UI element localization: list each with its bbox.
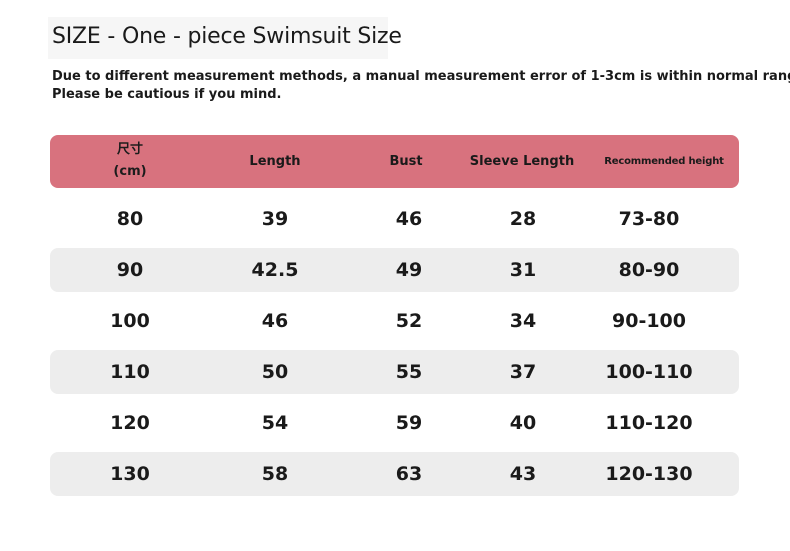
page-title: SIZE - One - piece Swimsuit Size	[52, 24, 402, 49]
cell-length: 58	[261, 463, 289, 485]
header-bust: Bust	[389, 154, 423, 169]
cell-recommended-height: 73-80	[618, 208, 680, 230]
cell-length: 50	[261, 361, 289, 383]
table-row: 90 42.5 49 31 80-90	[50, 248, 739, 292]
table-row: 130 58 63 43 120-130	[50, 452, 739, 496]
cell-bust: 52	[395, 310, 423, 332]
cell-size: 110	[110, 361, 150, 383]
header-sleeve-length: Sleeve Length	[469, 154, 575, 169]
cell-sleeve-length: 43	[509, 463, 537, 485]
cell-recommended-height: 80-90	[618, 259, 680, 281]
cell-size: 130	[110, 463, 150, 485]
table-header: 尺寸 (cm) Length Bust Sleeve Length Recomm…	[50, 135, 739, 188]
cell-bust: 55	[395, 361, 423, 383]
cell-recommended-height: 110-120	[605, 412, 693, 434]
title-background	[48, 17, 388, 59]
cell-length: 42.5	[251, 259, 299, 281]
note-line-2: Please be cautious if you mind.	[52, 87, 282, 102]
table-row: 110 50 55 37 100-110	[50, 350, 739, 394]
measurement-note: Due to different measurement methods, a …	[52, 68, 790, 104]
cell-size: 80	[116, 208, 144, 230]
cell-bust: 59	[395, 412, 423, 434]
header-size-unit: (cm)	[113, 164, 147, 179]
cell-bust: 49	[395, 259, 423, 281]
header-size-label: 尺寸	[116, 142, 144, 157]
cell-recommended-height: 100-110	[605, 361, 693, 383]
cell-length: 46	[261, 310, 289, 332]
cell-sleeve-length: 40	[509, 412, 537, 434]
cell-size: 90	[116, 259, 144, 281]
cell-recommended-height: 90-100	[612, 310, 686, 332]
note-line-1: Due to different measurement methods, a …	[52, 69, 790, 84]
cell-sleeve-length: 37	[509, 361, 537, 383]
header-length: Length	[249, 154, 301, 169]
cell-length: 39	[261, 208, 289, 230]
cell-size: 100	[110, 310, 150, 332]
header-size: 尺寸 (cm)	[113, 139, 146, 184]
cell-sleeve-length: 28	[509, 208, 537, 230]
header-recommended-height: Recommended height	[604, 156, 724, 167]
table-row: 120 54 59 40 110-120	[50, 401, 739, 445]
cell-length: 54	[261, 412, 289, 434]
table-row: 100 46 52 34 90-100	[50, 299, 739, 343]
cell-size: 120	[110, 412, 150, 434]
cell-bust: 63	[395, 463, 423, 485]
table-row: 80 39 46 28 73-80	[50, 197, 739, 241]
cell-sleeve-length: 34	[509, 310, 537, 332]
cell-recommended-height: 120-130	[605, 463, 693, 485]
cell-bust: 46	[395, 208, 423, 230]
cell-sleeve-length: 31	[509, 259, 537, 281]
